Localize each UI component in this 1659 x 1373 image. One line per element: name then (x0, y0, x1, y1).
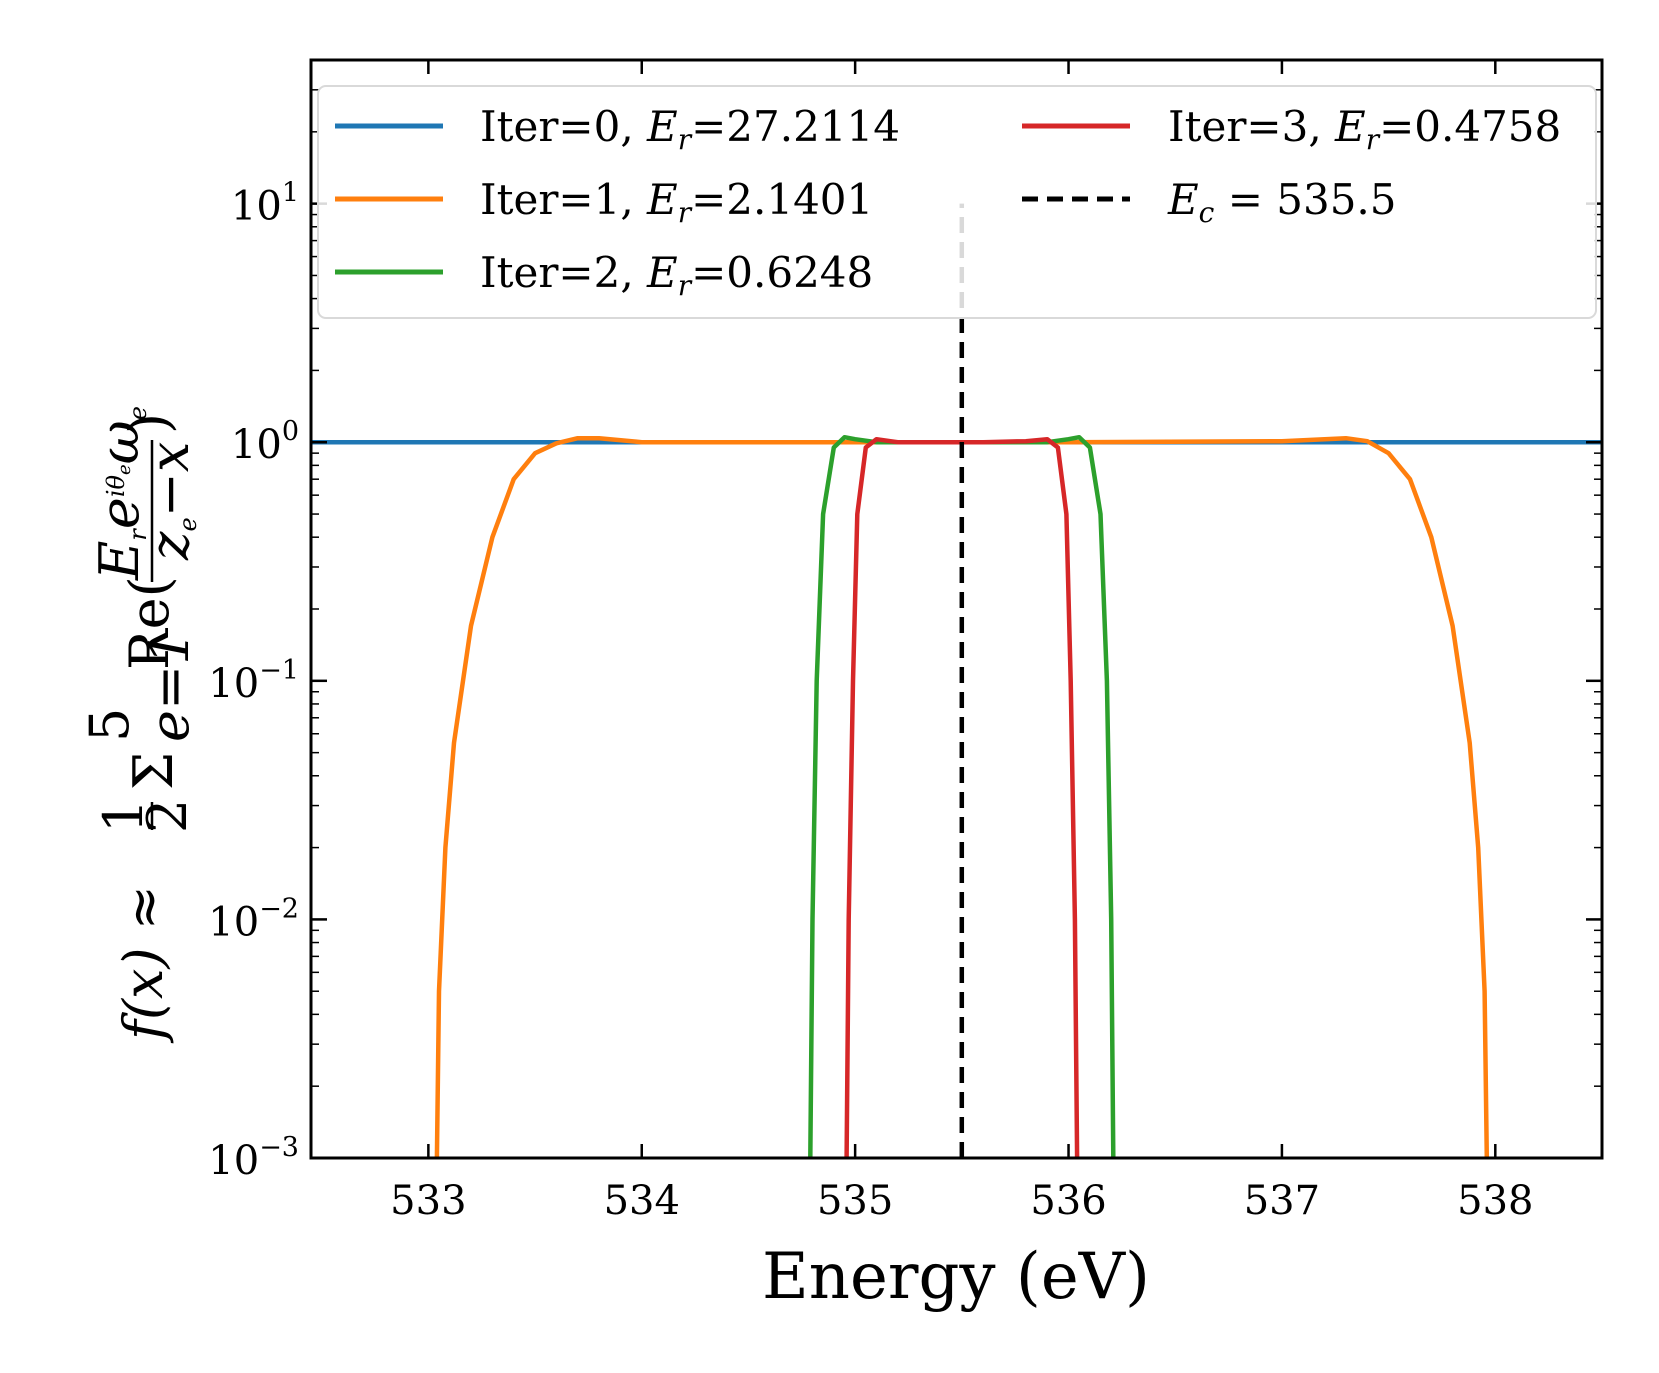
x-tick-label: 534 (604, 1178, 680, 1224)
legend-box (317, 85, 1597, 319)
y-label-re: Re( (118, 576, 181, 670)
y-label-lhs: f(x) ≈ (112, 885, 175, 1044)
y-label-num-sup-sub: e (114, 464, 135, 475)
x-tick-label: 533 (390, 1178, 466, 1224)
legend-label-iter3: Iter=3, Er=0.4758 (1168, 102, 1561, 156)
legend: Iter=0, Er=27.2114 Iter=1, Er=2.1401 Ite… (317, 85, 1597, 319)
y-label-sum-lower: e=1 (138, 630, 201, 742)
x-tick-label: 537 (1244, 1178, 1320, 1224)
y-tick-label: 101 (231, 178, 299, 230)
y-tick-label: 10−2 (208, 893, 299, 945)
legend-label-iter0: Iter=0, Er=27.2114 (480, 102, 900, 156)
y-axis-title: f(x) ≈ 1 2 Σ 5 e=1 Re( Ereiθeωe ze−x ) (78, 406, 202, 1044)
y-label-frac-num: 1 (92, 799, 155, 833)
x-axis-title: Energy (eV) (762, 1240, 1150, 1314)
y-label-num-tail: e (88, 497, 151, 529)
svg-text:f(x) ≈: f(x) ≈ (112, 885, 175, 1044)
svg-text:Ereiθeωe: Ereiθeωe (88, 406, 152, 581)
y-tick-label: 100 (231, 416, 299, 468)
series-layer (311, 203, 1602, 1158)
y-label-sum-upper: 5 (78, 708, 141, 742)
y-label-num-omega-sub: e (124, 406, 152, 420)
y-label-den-sub: e (174, 517, 202, 531)
legend-label-ec: Ec = 535.5 (1167, 175, 1397, 229)
y-label-close: ) (118, 413, 181, 434)
y-label-den-tail: −x (138, 442, 201, 518)
x-tick-label: 535 (817, 1178, 893, 1224)
y-tick-label: 10−1 (208, 655, 299, 707)
y-label-sum-sign: Σ (122, 752, 185, 790)
y-tick-label: 10−3 (208, 1132, 299, 1184)
x-tick-label: 538 (1457, 1178, 1533, 1224)
x-axis-ticks: 533 534 535 536 537 538 (390, 60, 1533, 1224)
legend-label-iter1: Iter=1, Er=2.1401 (480, 175, 873, 229)
y-label-num-E: E (88, 541, 151, 581)
y-label-num-omega: ω (88, 420, 151, 464)
y-axis-ticks: 10−3 10−2 10−1 100 101 (208, 59, 1602, 1184)
y-label-den-z: z (138, 531, 201, 561)
svg-text:ze−x: ze−x (138, 442, 202, 561)
y-label-frac-den: 2 (136, 799, 199, 833)
y-label-num-sup: iθ (102, 474, 130, 497)
x-tick-label: 536 (1030, 1178, 1106, 1224)
legend-label-iter2: Iter=2, Er=0.6248 (480, 248, 873, 302)
y-label-num-sub: r (124, 528, 152, 541)
